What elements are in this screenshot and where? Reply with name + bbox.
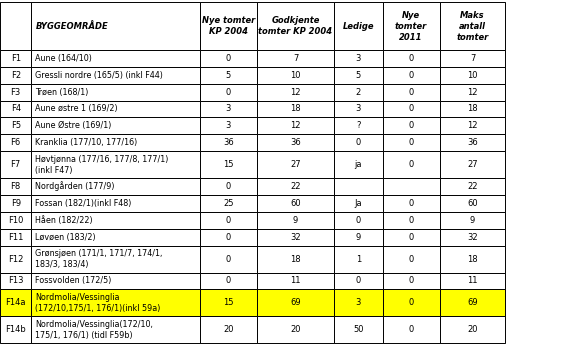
Bar <box>0 117 31 134</box>
Bar <box>31 84 200 101</box>
Bar <box>257 2 334 50</box>
Bar <box>334 316 383 343</box>
Bar <box>200 101 257 117</box>
Bar <box>383 212 440 229</box>
Bar <box>31 67 200 84</box>
Bar <box>383 273 440 289</box>
Text: 0: 0 <box>408 255 414 264</box>
Bar <box>31 134 200 151</box>
Bar <box>383 2 440 50</box>
Bar <box>383 246 440 273</box>
Text: 0: 0 <box>356 138 361 147</box>
Bar <box>440 2 505 50</box>
Text: F11: F11 <box>8 233 23 242</box>
Text: 32: 32 <box>467 233 478 242</box>
Text: 15: 15 <box>223 298 234 307</box>
Bar <box>334 289 383 316</box>
Text: 25: 25 <box>223 199 234 208</box>
Text: 0: 0 <box>408 71 414 80</box>
Text: 0: 0 <box>226 255 231 264</box>
Bar <box>440 50 505 67</box>
Bar <box>0 101 31 117</box>
Bar <box>257 117 334 134</box>
Text: Nye tomter
KP 2004: Nye tomter KP 2004 <box>202 16 255 36</box>
Bar <box>31 273 200 289</box>
Text: 12: 12 <box>290 121 301 130</box>
Bar <box>383 84 440 101</box>
Bar <box>0 195 31 212</box>
Bar <box>440 273 505 289</box>
Text: 18: 18 <box>290 255 301 264</box>
Bar <box>440 212 505 229</box>
Bar <box>383 195 440 212</box>
Text: 0: 0 <box>226 233 231 242</box>
Bar <box>334 195 383 212</box>
Bar <box>31 151 200 178</box>
Bar <box>440 289 505 316</box>
Bar <box>440 101 505 117</box>
Text: Løvøen (183/2): Løvøen (183/2) <box>35 233 96 242</box>
Text: F7: F7 <box>11 160 21 169</box>
Text: Godkjente
tomter KP 2004: Godkjente tomter KP 2004 <box>259 16 332 36</box>
Text: 27: 27 <box>467 160 478 169</box>
Bar <box>200 50 257 67</box>
Text: 0: 0 <box>408 325 414 334</box>
Bar <box>31 50 200 67</box>
Bar <box>257 316 334 343</box>
Text: Kranklia (177/10, 177/16): Kranklia (177/10, 177/16) <box>35 138 138 147</box>
Bar <box>334 178 383 195</box>
Text: Fossan (182/1)(inkl F48): Fossan (182/1)(inkl F48) <box>35 199 132 208</box>
Bar <box>334 151 383 178</box>
Text: 12: 12 <box>290 88 301 97</box>
Bar <box>334 134 383 151</box>
Bar <box>440 134 505 151</box>
Text: ja: ja <box>355 160 362 169</box>
Text: F4: F4 <box>11 104 21 113</box>
Text: 0: 0 <box>226 54 231 63</box>
Text: 60: 60 <box>290 199 301 208</box>
Bar <box>200 273 257 289</box>
Text: 1: 1 <box>356 255 361 264</box>
Text: 18: 18 <box>467 255 478 264</box>
Text: 36: 36 <box>223 138 234 147</box>
Text: 3: 3 <box>356 104 361 113</box>
Bar <box>440 195 505 212</box>
Bar <box>440 67 505 84</box>
Text: ?: ? <box>356 121 360 130</box>
Bar <box>257 84 334 101</box>
Text: 36: 36 <box>290 138 301 147</box>
Bar <box>200 195 257 212</box>
Text: 3: 3 <box>356 54 361 63</box>
Bar <box>334 2 383 50</box>
Bar <box>440 117 505 134</box>
Text: Ja: Ja <box>355 199 362 208</box>
Bar <box>383 67 440 84</box>
Text: Nye
tomter
2011: Nye tomter 2011 <box>395 10 427 42</box>
Text: Håen (182/22): Håen (182/22) <box>35 216 93 225</box>
Text: 7: 7 <box>293 54 298 63</box>
Text: 7: 7 <box>470 54 475 63</box>
Bar <box>334 67 383 84</box>
Text: 0: 0 <box>356 276 361 285</box>
Bar <box>334 84 383 101</box>
Bar <box>383 117 440 134</box>
Bar <box>200 178 257 195</box>
Bar <box>31 101 200 117</box>
Bar <box>334 246 383 273</box>
Bar <box>31 195 200 212</box>
Bar <box>31 246 200 273</box>
Bar <box>257 289 334 316</box>
Text: 9: 9 <box>356 233 361 242</box>
Bar <box>200 316 257 343</box>
Text: Høvtjønna (177/16, 177/8, 177/1)
(inkl F47): Høvtjønna (177/16, 177/8, 177/1) (inkl F… <box>35 155 169 175</box>
Text: 0: 0 <box>226 216 231 225</box>
Bar <box>257 195 334 212</box>
Text: 0: 0 <box>226 88 231 97</box>
Text: 0: 0 <box>408 216 414 225</box>
Bar <box>0 2 31 50</box>
Bar <box>257 246 334 273</box>
Text: 0: 0 <box>408 233 414 242</box>
Text: 22: 22 <box>290 182 301 191</box>
Bar <box>0 67 31 84</box>
Text: F10: F10 <box>8 216 23 225</box>
